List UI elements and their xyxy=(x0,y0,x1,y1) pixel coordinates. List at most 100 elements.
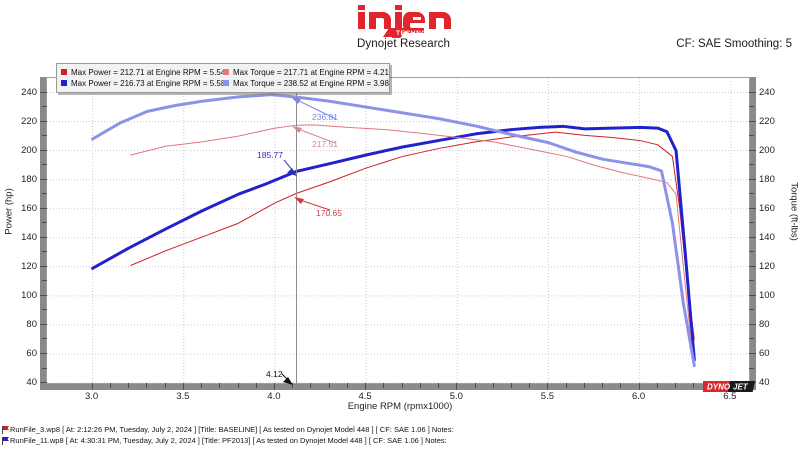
y-tick-label-left: 200 xyxy=(21,144,37,156)
y-tick-label-left: 80 xyxy=(26,318,37,330)
y-tick-left xyxy=(40,323,47,325)
footer-run-text-2: RunFile_11.wp8 [ At: 4:30:31 PM, Tuesday… xyxy=(10,436,447,445)
x-tick-minor xyxy=(438,383,439,388)
y-tick-right xyxy=(749,353,756,354)
y-tick-label-right: 80 xyxy=(759,318,770,330)
x-tick xyxy=(91,383,93,390)
legend-row: Max Power = 212.71 at Engine RPM = 5.54 … xyxy=(61,67,389,77)
y-tick-label-left: 240 xyxy=(21,86,37,98)
y-tick-right xyxy=(749,236,756,238)
y-tick-right-minor xyxy=(749,251,754,253)
annotation-torque-run2: 236.81 xyxy=(312,112,338,122)
legend-label-power-run1: Max Power = 212.71 at Engine RPM = 5.54 xyxy=(71,67,226,77)
y-tick-right-minor xyxy=(749,280,754,282)
y-tick-right xyxy=(749,178,756,180)
x-tick xyxy=(638,383,640,390)
y-tick-label-right: 40 xyxy=(759,377,770,388)
x-tick-minor xyxy=(602,383,604,388)
y-tick-right xyxy=(749,91,756,93)
y-tick-right xyxy=(749,323,756,325)
cursor-line[interactable] xyxy=(295,78,297,384)
y-tick-left-minor xyxy=(42,309,47,311)
footer-run-row[interactable]: RunFile_3.wp8 [ At: 2:12:26 PM, Tuesday,… xyxy=(0,424,800,435)
y-tick-label-left: 120 xyxy=(21,260,37,272)
x-axis-bar xyxy=(40,383,756,390)
plot-area xyxy=(46,77,750,384)
annotation-cursor-rpm: 4.12 xyxy=(266,369,283,379)
x-tick-minor xyxy=(675,383,677,388)
x-tick xyxy=(182,383,184,390)
annotation-torque-run1: 217.51 xyxy=(312,139,338,149)
dynojet-watermark: DYNO JET xyxy=(700,379,755,397)
x-tick-label: 4.5 xyxy=(358,391,372,402)
y-tick-left-minor xyxy=(42,338,47,340)
x-tick-label: 6.5 xyxy=(723,391,737,402)
legend-swatch-power-run2 xyxy=(61,80,67,86)
run-flag-icon xyxy=(2,425,9,434)
y-tick-label-left: 60 xyxy=(26,348,37,359)
x-tick-label: 4.0 xyxy=(267,391,281,402)
x-tick-minor xyxy=(237,383,239,388)
x-tick-minor xyxy=(620,383,622,388)
y-tick-right-minor xyxy=(749,193,754,195)
y-tick-left xyxy=(40,178,47,180)
x-tick-minor xyxy=(128,383,130,388)
legend-item-torque-run2: Max Torque = 238.52 at Engine RPM = 3.98 xyxy=(223,79,389,88)
y-axis-left-bar xyxy=(40,77,47,384)
logo-tagline: TECHNOLOGY xyxy=(396,30,448,37)
y-tick-left xyxy=(40,382,47,383)
y-tick-left xyxy=(40,149,47,151)
y-tick-right-minor xyxy=(749,309,754,311)
x-tick-label: 3.0 xyxy=(84,391,99,402)
legend-swatch-torque-run2 xyxy=(223,80,229,86)
x-tick-minor xyxy=(419,383,421,388)
x-tick xyxy=(456,383,458,390)
y-tick-label-right: 60 xyxy=(759,348,770,359)
y-tick-label-right: 180 xyxy=(759,173,775,185)
legend-label-torque-run2: Max Torque = 238.52 at Engine RPM = 3.98 xyxy=(233,78,389,88)
header: TECHNOLOGY Dynojet Research CF: SAE Smoo… xyxy=(0,0,800,60)
legend-row: Max Power = 216.73 at Engine RPM = 5.58 … xyxy=(61,78,389,88)
y-tick-right xyxy=(749,120,756,122)
y-tick-label-left: 160 xyxy=(21,202,37,214)
footer-run-row[interactable]: RunFile_11.wp8 [ At: 4:30:31 PM, Tuesday… xyxy=(0,435,800,446)
y-tick-left-minor xyxy=(42,164,47,166)
y-tick-right-minor xyxy=(749,222,754,224)
y-tick-right xyxy=(749,207,756,209)
y-tick-left xyxy=(40,236,47,238)
x-axis-title: Engine RPM (rpmx1000) xyxy=(347,401,453,412)
y-tick-left xyxy=(40,207,47,209)
x-tick-minor xyxy=(201,383,202,388)
x-tick-minor xyxy=(219,383,221,388)
y-tick-label-left: 180 xyxy=(21,173,37,185)
x-tick-minor xyxy=(164,383,166,388)
annotation-power-run2: 185.77 xyxy=(257,150,283,160)
y-tick-label-left: 40 xyxy=(26,377,37,388)
legend-item-power-run2: Max Power = 216.73 at Engine RPM = 5.58 xyxy=(61,79,225,88)
y-tick-left-minor xyxy=(42,280,47,282)
x-tick xyxy=(365,383,367,390)
injen-logo: TECHNOLOGY xyxy=(356,4,476,38)
y-tick-label-left: 140 xyxy=(21,231,37,243)
x-tick-minor xyxy=(693,383,695,388)
x-tick-label: 5.0 xyxy=(449,391,463,402)
y-tick-right xyxy=(749,294,756,296)
x-tick-minor xyxy=(656,383,658,388)
x-tick xyxy=(547,383,549,390)
watermark-text-2: JET xyxy=(733,383,749,392)
x-tick-minor xyxy=(511,383,512,388)
x-tick-minor xyxy=(492,383,494,388)
y-tick-right xyxy=(749,265,756,267)
x-tick-minor xyxy=(328,383,330,388)
legend-item-power-run1: Max Power = 212.71 at Engine RPM = 5.54 xyxy=(61,67,226,77)
footer: RunFile_3.wp8 [ At: 2:12:26 PM, Tuesday,… xyxy=(0,424,800,446)
chart-legend: Max Power = 212.71 at Engine RPM = 5.54 … xyxy=(56,63,390,93)
y-tick-label-right: 120 xyxy=(759,260,775,272)
y-tick-left-minor xyxy=(42,135,47,137)
cf-smoothing-label: CF: SAE Smoothing: 5 xyxy=(676,38,792,50)
y-tick-label-left: 220 xyxy=(21,115,37,127)
x-tick-minor xyxy=(529,383,531,388)
x-tick-minor xyxy=(109,383,111,388)
x-tick xyxy=(273,383,275,390)
